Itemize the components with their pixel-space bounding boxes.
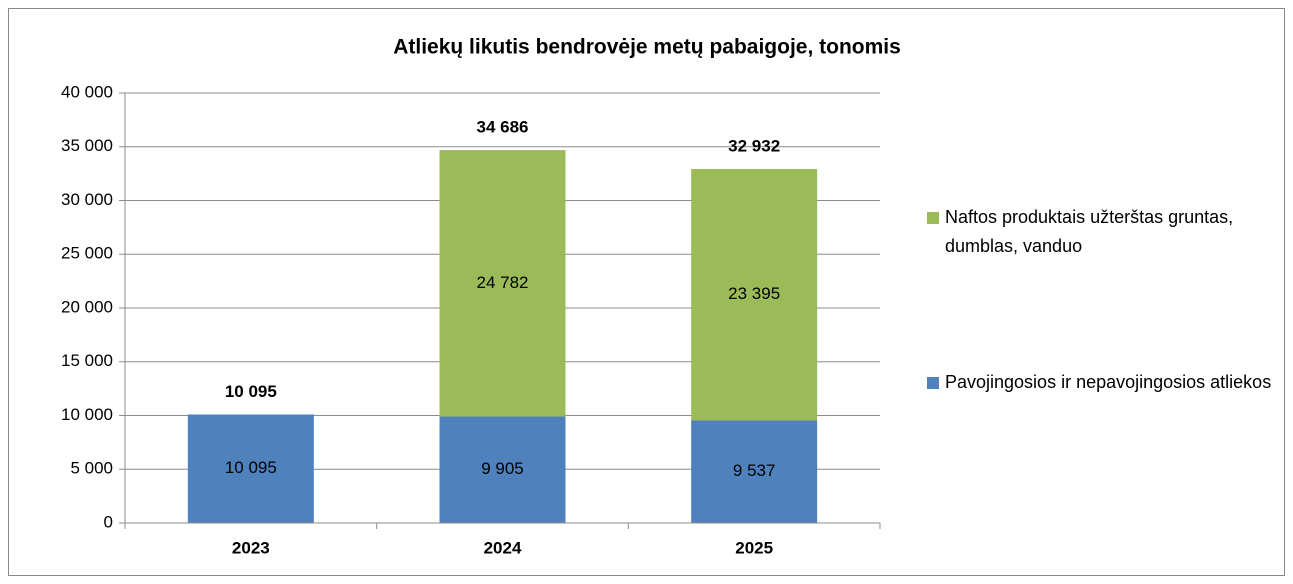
y-tick-label: 0 (104, 512, 113, 531)
x-tick-label: 2023 (232, 538, 270, 557)
legend-swatch (927, 377, 939, 389)
value-label: 23 395 (728, 284, 780, 303)
legend-label: Pavojingosios ir nepavojingosios atlieko… (945, 372, 1272, 392)
y-tick-label: 25 000 (61, 244, 113, 263)
total-label: 10 095 (225, 382, 277, 401)
y-tick-label: 40 000 (61, 82, 113, 101)
value-label: 9 537 (733, 461, 776, 480)
total-label: 34 686 (477, 118, 529, 137)
y-tick-label: 5 000 (70, 459, 113, 478)
bar-segment (439, 416, 566, 523)
y-tick-label: 30 000 (61, 190, 113, 209)
y-tick-label: 15 000 (61, 351, 113, 370)
legend-label: Naftos produktais užterštas gruntas, dum… (945, 207, 1234, 256)
value-label: 10 095 (225, 458, 277, 477)
y-tick-label: 35 000 (61, 136, 113, 155)
value-label: 9 905 (481, 459, 524, 478)
bar-segment (691, 420, 818, 523)
chart-title: Atliekų likutis bendrovėje metų pabaigoj… (393, 36, 901, 59)
x-tick-label: 2024 (484, 538, 522, 557)
y-tick-label: 10 000 (61, 405, 113, 424)
x-tick-label: 2025 (735, 538, 773, 557)
bar-segment (691, 168, 818, 421)
legend-swatch (927, 212, 939, 224)
value-label: 24 782 (477, 273, 529, 292)
y-tick-label: 20 000 (61, 297, 113, 316)
bar-segment (439, 150, 566, 417)
bar-segment (187, 414, 314, 523)
total-label: 32 932 (728, 136, 780, 155)
